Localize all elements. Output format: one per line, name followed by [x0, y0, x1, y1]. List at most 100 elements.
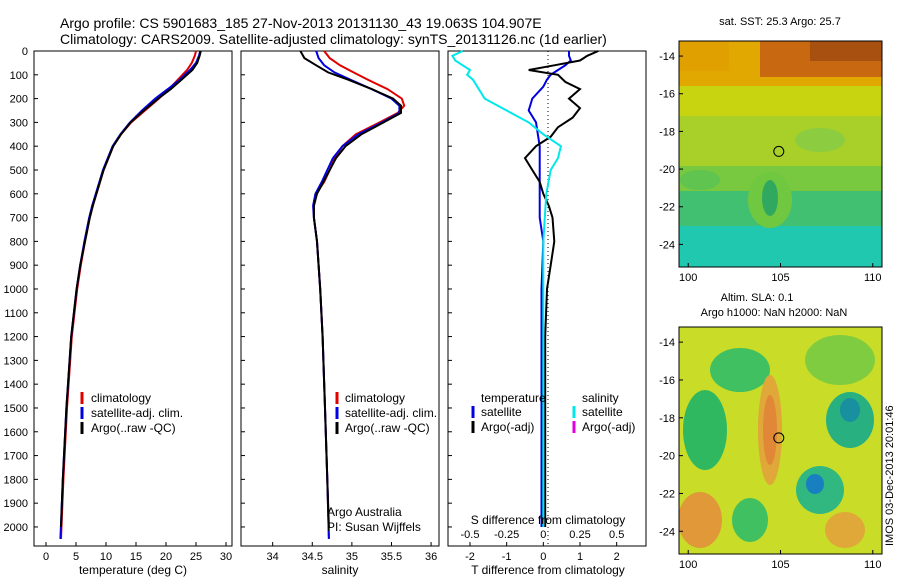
sla-map-panel: Altim. SLA: 0.1 Argo h1000: NaN h2000: N…: [659, 292, 883, 571]
lat-tick-label: -14: [659, 51, 675, 63]
lat-tick-label: -24: [659, 239, 675, 251]
annotation-argo-australia: Argo Australia: [327, 505, 402, 519]
difference-legend: temperature satellite Argo(-adj) salinit…: [471, 391, 635, 434]
legend-satellite: satellite-adj. clim.: [345, 406, 437, 420]
lat-tick-label: -18: [659, 413, 675, 425]
annotation-pi: PI: Susan Wijffels: [327, 520, 421, 534]
temperature-xlabel: temperature (deg C): [79, 563, 187, 577]
x-tick-label: 20: [160, 551, 172, 563]
lon-tick-label: 110: [864, 559, 882, 571]
difference-panel: -2 -1 0 1 2 -0.5 -0.25 0 0.25 0.5 S difference f…: [447, 50, 647, 577]
salinity-axes-frame: [240, 50, 440, 547]
legend-climatology: climatology: [345, 391, 405, 405]
depth-tick-label: 1600: [4, 427, 28, 439]
legend-s-argo: Argo(-adj): [582, 420, 635, 434]
lon-tick-label: 105: [771, 559, 789, 571]
lon-tick-label: 105: [771, 272, 789, 284]
lat-tick-label: -20: [659, 451, 675, 463]
s-tick-label: -0.5: [461, 529, 480, 541]
lat-tick-label: -20: [659, 164, 675, 176]
depth-tick-label: 400: [10, 141, 28, 153]
temperature-panel: 0100200300400500600700800900100011001200…: [4, 46, 452, 577]
x-tick-label: -1: [502, 551, 512, 563]
legend-s-satellite: satellite: [582, 405, 623, 419]
difference-profiles: [450, 50, 599, 527]
sla-field: [679, 327, 882, 554]
t-difference-xlabel: T difference from climatology: [471, 563, 625, 577]
lat-tick-label: -22: [659, 202, 675, 214]
lat-tick-label: -16: [659, 375, 675, 387]
x-tick-label: 0: [540, 551, 546, 563]
sla-map-title: Altim. SLA: 0.1: [721, 292, 794, 304]
depth-tick-label: 0: [22, 46, 28, 58]
s-tick-label: 0: [540, 529, 546, 541]
depth-tick-label: 1800: [4, 474, 28, 486]
s-tick-label: 0.5: [609, 529, 624, 541]
depth-tick-label: 600: [10, 189, 28, 201]
depth-tick-label: 1500: [4, 403, 28, 415]
lat-tick-label: -14: [659, 337, 675, 349]
depth-tick-label: 500: [10, 165, 28, 177]
s-difference-tick-labels: -0.5 -0.25 0 0.25 0.5: [461, 529, 625, 541]
depth-tick-label: 100: [10, 70, 28, 82]
salinity-legend: climatology satellite-adj. clim. Argo(..…: [335, 391, 437, 435]
temperature-profiles: [59, 50, 202, 539]
s-tick-label: 0.25: [569, 529, 590, 541]
side-label: IMOS 03-Dec-2013 20:01:46: [884, 405, 896, 546]
x-tick-label: 34: [267, 551, 279, 563]
sla-map-subtitle: Argo h1000: NaN h2000: NaN: [701, 307, 848, 319]
legend-argo: Argo(..raw -QC): [345, 421, 430, 435]
depth-tick-label: 1300: [4, 355, 28, 367]
depth-tick-label: 900: [10, 260, 28, 272]
series-line-argo--adj-: [523, 50, 599, 527]
sst-field: [679, 41, 882, 267]
x-tick-label: 15: [130, 551, 142, 563]
x-tick-label: 0: [43, 551, 49, 563]
temperature-legend: climatology satellite-adj. clim. Argo(..…: [80, 391, 183, 435]
depth-tick-label: 1400: [4, 379, 28, 391]
legend-t-satellite: satellite: [481, 405, 522, 419]
salinity-xlabel: salinity: [322, 563, 359, 577]
legend-salinity-title: salinity: [582, 391, 619, 405]
depth-tick-labels: 0 100 200 300 400 500 600 700 800 900 1000 1100 1200…: [4, 46, 452, 534]
x-tick-label: 5: [73, 551, 79, 563]
legend-t-argo: Argo(-adj): [481, 420, 534, 434]
depth-tick-label: 1700: [4, 451, 28, 463]
x-tick-label: 35: [346, 551, 358, 563]
header-line-2: Climatology: CARS2009. Satellite-adjuste…: [60, 31, 607, 47]
legend-argo: Argo(..raw -QC): [91, 421, 176, 435]
temperature-tick-labels: 0 5 10 15 20 25 30: [43, 542, 232, 563]
header-line-1: Argo profile: CS 5901683_185 27-Nov-2013…: [60, 15, 542, 31]
salinity-tick-labels: 34 34.5 35 35.5 36: [267, 542, 437, 563]
lat-tick-label: -18: [659, 126, 675, 138]
lat-tick-label: -16: [659, 89, 675, 101]
depth-tick-label: 1200: [4, 332, 28, 344]
x-tick-label: 2: [614, 551, 620, 563]
salinity-profiles: [299, 50, 406, 539]
series-line-argo---raw--qc-: [299, 50, 402, 528]
x-tick-label: 35.5: [381, 551, 402, 563]
sst-map-title: sat. SST: 25.3 Argo: 25.7: [719, 16, 841, 28]
depth-tick-label: 1900: [4, 498, 28, 510]
depth-tick-label: 1000: [4, 284, 28, 296]
x-tick-label: 1: [577, 551, 583, 563]
series-line-argo---raw--qc-: [60, 50, 202, 528]
depth-tick-label: 1100: [4, 308, 28, 320]
x-tick-label: -2: [465, 551, 475, 563]
x-tick-label: 34.5: [302, 551, 323, 563]
series-line-satellite: [450, 50, 563, 527]
x-tick-label: 30: [220, 551, 232, 563]
x-tick-label: 36: [425, 551, 437, 563]
legend-satellite: satellite-adj. clim.: [91, 406, 183, 420]
lon-tick-label: 110: [864, 272, 882, 284]
lon-tick-label: 100: [679, 272, 697, 284]
depth-tick-label: 300: [10, 117, 28, 129]
sla-profile-marker: [773, 432, 785, 444]
sst-map-panel: sat. SST: 25.3 Argo: 25.7 100 105 110 -14 -1…: [659, 16, 883, 284]
sst-profile-marker: [773, 145, 785, 157]
lon-tick-label: 100: [679, 559, 697, 571]
legend-temperature-title: temperature: [481, 391, 546, 405]
sla-map-tick-labels: 100 105 110 -14 -16 -18 -20 -22 -24: [659, 337, 881, 571]
x-tick-label: 25: [190, 551, 202, 563]
